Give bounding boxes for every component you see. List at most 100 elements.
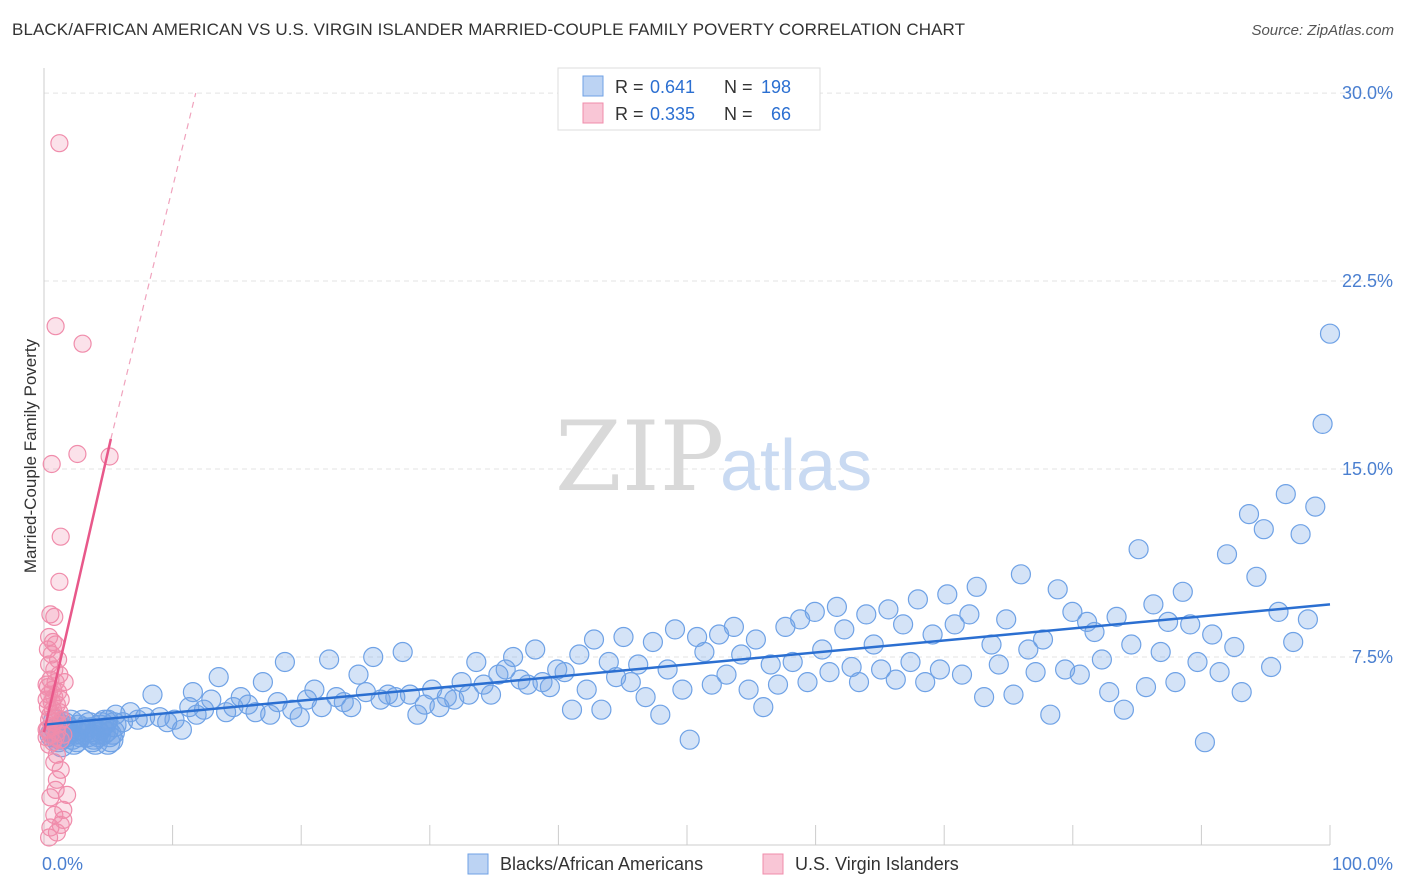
point-virgin-islanders-0 <box>50 134 69 153</box>
trend-line-blacks <box>43 603 1331 726</box>
stats-r-label-1: R = <box>615 104 644 124</box>
point-blacks-113 <box>628 654 649 675</box>
point-blacks-160 <box>973 686 995 708</box>
y-tick-label-3: 30.0% <box>1342 83 1393 103</box>
point-blacks-183 <box>1143 594 1164 615</box>
point-blacks-138 <box>812 639 833 660</box>
point-blacks-169 <box>1040 704 1061 725</box>
point-blacks-202 <box>1283 631 1304 653</box>
point-blacks-188 <box>1180 614 1201 635</box>
point-blacks-94 <box>488 664 509 685</box>
point-blacks-101 <box>539 676 561 698</box>
point-blacks-195 <box>1231 681 1252 703</box>
stats-swatch-blue <box>582 75 604 97</box>
stats-n-label-0: N = <box>724 77 753 97</box>
point-blacks-46 <box>142 684 163 705</box>
point-blacks-206 <box>1312 413 1333 434</box>
point-virgin-islanders-65 <box>54 810 73 830</box>
point-blacks-141 <box>834 619 855 640</box>
point-blacks-114 <box>635 686 656 708</box>
trend-line-virgin-islanders <box>42 438 113 733</box>
point-blacks-69 <box>304 679 325 700</box>
point-blacks-77 <box>363 646 384 668</box>
point-blacks-151 <box>907 589 929 610</box>
series-virgin-islanders-points <box>37 134 119 847</box>
stats-legend: R = 0.641 N = 198 R = 0.335 N = 66 <box>557 67 821 131</box>
axes <box>43 68 1331 846</box>
point-blacks-119 <box>672 679 693 700</box>
point-blacks-182 <box>1135 676 1157 698</box>
point-blacks-96 <box>502 646 524 668</box>
point-blacks-131 <box>760 654 781 675</box>
y-tick-label-2: 22.5% <box>1342 271 1393 291</box>
y-tick-label-1: 15.0% <box>1342 459 1393 479</box>
point-blacks-123 <box>701 674 722 695</box>
point-blacks-178 <box>1106 606 1127 628</box>
point-blacks-164 <box>1003 684 1024 705</box>
point-blacks-140 <box>826 596 848 618</box>
point-blacks-187 <box>1172 581 1193 602</box>
point-blacks-197 <box>1246 566 1267 587</box>
point-blacks-116 <box>650 704 671 725</box>
point-blacks-129 <box>745 629 767 650</box>
point-blacks-200 <box>1268 601 1289 623</box>
point-blacks-204 <box>1297 609 1319 630</box>
point-blacks-205 <box>1305 496 1326 517</box>
point-blacks-91 <box>466 651 487 673</box>
point-blacks-66 <box>282 699 303 720</box>
watermark-zip: ZIP <box>555 401 724 513</box>
point-blacks-177 <box>1099 681 1120 703</box>
point-blacks-115 <box>642 631 664 653</box>
point-blacks-74 <box>341 696 362 718</box>
point-virgin-islanders-57 <box>57 785 77 805</box>
series-blacks-points <box>39 323 1341 758</box>
point-blacks-179 <box>1113 699 1135 720</box>
point-blacks-75 <box>348 664 369 685</box>
legend-swatch-blacks <box>467 853 489 875</box>
point-blacks-120 <box>679 729 700 750</box>
watermark: ZIP atlas <box>555 401 872 513</box>
point-blacks-199 <box>1260 656 1282 678</box>
y-axis-label: Married-Couple Family Poverty <box>21 338 40 573</box>
y-tick-label-0: 7.5% <box>1352 647 1393 667</box>
point-blacks-95 <box>495 659 516 680</box>
point-blacks-93 <box>480 684 502 705</box>
point-blacks-83 <box>407 704 428 725</box>
source-credit: Source: ZipAtlas.com <box>1251 22 1394 39</box>
point-blacks-107 <box>583 629 605 650</box>
point-blacks-134 <box>782 651 803 673</box>
point-blacks-49 <box>164 709 185 730</box>
point-blacks-180 <box>1121 634 1142 655</box>
point-blacks-65 <box>274 651 295 673</box>
stats-r-value-0: 0.641 <box>650 77 695 97</box>
point-blacks-139 <box>819 661 840 683</box>
point-virgin-islanders-46 <box>37 728 56 747</box>
trend-lines <box>42 92 1331 733</box>
stats-swatch-pink <box>582 102 604 124</box>
point-blacks-181 <box>1128 539 1149 560</box>
point-blacks-150 <box>900 651 921 673</box>
point-blacks-128 <box>738 679 759 700</box>
point-blacks-153 <box>922 624 943 645</box>
point-virgin-islanders-3 <box>68 444 87 464</box>
point-blacks-167 <box>1025 661 1046 683</box>
point-blacks-201 <box>1275 484 1296 505</box>
point-blacks-106 <box>576 679 597 700</box>
point-blacks-154 <box>929 659 951 680</box>
gridlines <box>44 92 1392 658</box>
point-blacks-126 <box>723 616 745 638</box>
point-blacks-102 <box>547 659 568 680</box>
point-blacks-67 <box>289 707 310 728</box>
point-virgin-islanders-5 <box>42 454 61 474</box>
series-legend: Blacks/African Americans U.S. Virgin Isl… <box>467 853 959 875</box>
point-blacks-173 <box>1069 664 1090 685</box>
point-blacks-35 <box>98 727 124 753</box>
point-blacks-50 <box>171 719 192 740</box>
point-blacks-111 <box>613 626 634 648</box>
point-blacks-144 <box>856 604 877 625</box>
point-virgin-islanders-50 <box>54 725 73 744</box>
point-blacks-186 <box>1165 671 1186 693</box>
point-blacks-149 <box>892 614 914 635</box>
point-blacks-193 <box>1216 544 1238 565</box>
point-blacks-170 <box>1047 579 1068 600</box>
